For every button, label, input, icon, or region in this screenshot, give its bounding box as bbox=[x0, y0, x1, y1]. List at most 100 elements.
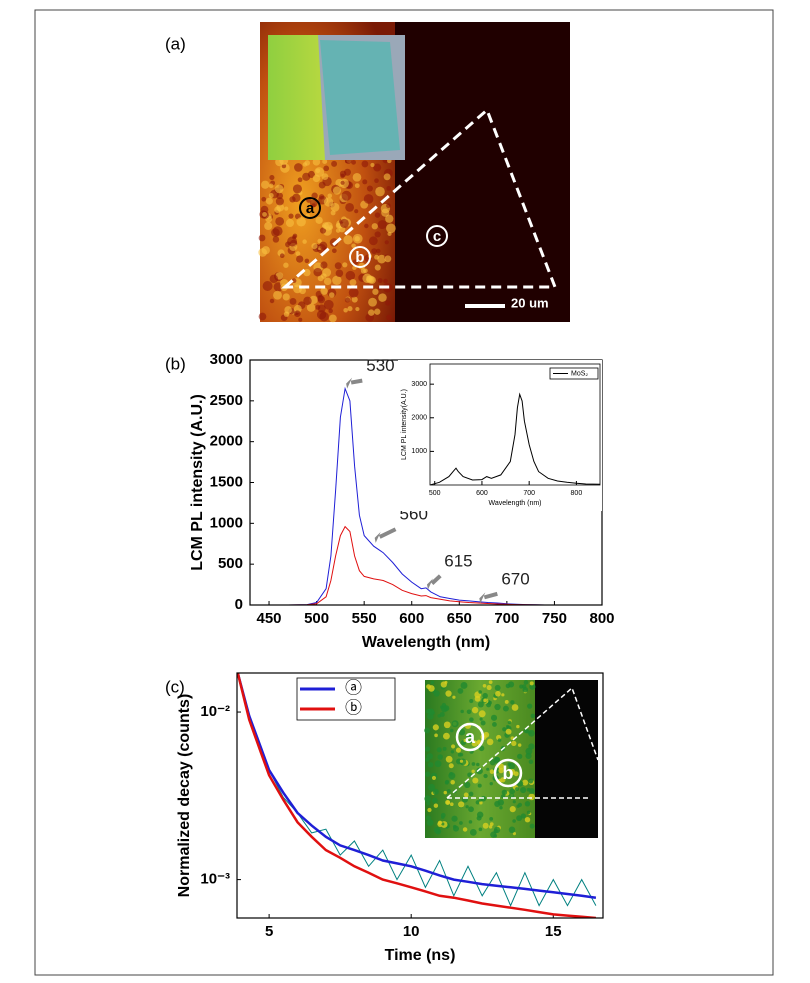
texture bbox=[529, 681, 534, 686]
texture bbox=[468, 806, 474, 813]
texture bbox=[354, 183, 360, 189]
region-label: c bbox=[433, 228, 441, 245]
texture bbox=[275, 216, 285, 226]
texture bbox=[287, 236, 298, 247]
texture bbox=[476, 815, 482, 821]
texture bbox=[459, 821, 463, 825]
texture bbox=[377, 278, 383, 283]
texture bbox=[345, 202, 355, 212]
texture bbox=[528, 743, 535, 750]
texture bbox=[479, 801, 483, 805]
texture bbox=[371, 248, 377, 254]
texture bbox=[489, 816, 494, 821]
texture bbox=[480, 720, 486, 726]
texture bbox=[446, 789, 451, 794]
texture bbox=[289, 196, 296, 203]
texture bbox=[508, 768, 516, 776]
texture bbox=[460, 709, 464, 714]
texture bbox=[269, 298, 275, 304]
texture bbox=[363, 268, 368, 274]
texture bbox=[344, 297, 351, 303]
texture bbox=[507, 720, 512, 725]
region-label: b bbox=[355, 249, 364, 266]
x-tick-label: 650 bbox=[447, 610, 472, 627]
texture bbox=[323, 197, 334, 207]
texture bbox=[444, 780, 449, 785]
panel-label: (b) bbox=[165, 354, 186, 373]
texture bbox=[509, 793, 515, 799]
x-tick-label: 700 bbox=[523, 490, 535, 497]
texture bbox=[332, 186, 342, 195]
texture bbox=[271, 228, 280, 237]
texture bbox=[370, 162, 375, 168]
x-tick-label: 600 bbox=[399, 610, 424, 627]
annotation-arrowhead bbox=[427, 578, 433, 590]
texture bbox=[448, 763, 454, 769]
texture bbox=[451, 720, 459, 728]
texture bbox=[434, 760, 442, 768]
data-line bbox=[250, 386, 545, 605]
texture bbox=[331, 160, 338, 167]
texture bbox=[528, 759, 534, 765]
texture bbox=[378, 293, 387, 302]
annotation-arrowhead bbox=[346, 377, 353, 389]
texture bbox=[470, 733, 474, 738]
texture bbox=[478, 710, 486, 718]
texture bbox=[296, 255, 304, 263]
y-tick-label: 3000 bbox=[210, 351, 243, 368]
texture bbox=[528, 788, 535, 794]
texture bbox=[349, 278, 357, 286]
texture bbox=[261, 196, 267, 202]
texture bbox=[498, 763, 505, 770]
texture bbox=[304, 258, 310, 264]
texture bbox=[284, 306, 292, 314]
texture bbox=[373, 163, 382, 172]
texture bbox=[304, 160, 311, 166]
texture bbox=[512, 832, 516, 836]
x-tick-label: 550 bbox=[352, 610, 377, 627]
texture bbox=[475, 800, 480, 805]
texture bbox=[354, 209, 359, 214]
y-tick-label: 500 bbox=[218, 555, 243, 572]
texture bbox=[462, 827, 468, 832]
image-c bbox=[424, 680, 599, 838]
texture bbox=[297, 177, 303, 183]
texture bbox=[526, 810, 531, 815]
data-line bbox=[250, 525, 545, 605]
texture bbox=[319, 311, 329, 322]
texture bbox=[320, 287, 328, 295]
texture bbox=[494, 684, 501, 691]
texture bbox=[479, 717, 483, 721]
texture bbox=[467, 772, 472, 778]
texture bbox=[520, 813, 526, 819]
texture bbox=[339, 218, 349, 228]
texture bbox=[433, 803, 439, 808]
texture bbox=[330, 202, 340, 212]
texture bbox=[315, 216, 323, 224]
x-tick-label: 750 bbox=[542, 610, 567, 627]
texture bbox=[294, 310, 301, 318]
texture bbox=[274, 184, 284, 194]
texture bbox=[295, 251, 301, 257]
texture bbox=[512, 819, 516, 823]
texture bbox=[317, 304, 326, 313]
texture bbox=[511, 740, 517, 747]
texture bbox=[335, 269, 344, 278]
texture bbox=[341, 190, 352, 201]
y-tick-label: 1000 bbox=[210, 514, 243, 531]
texture bbox=[322, 222, 329, 230]
texture bbox=[362, 179, 368, 185]
texture bbox=[452, 695, 456, 699]
texture bbox=[457, 688, 464, 694]
texture bbox=[318, 194, 325, 200]
legend-box bbox=[296, 677, 396, 721]
texture bbox=[451, 815, 458, 822]
data-line bbox=[237, 673, 597, 918]
texture bbox=[364, 223, 369, 229]
texture bbox=[298, 317, 303, 322]
texture bbox=[345, 270, 356, 281]
texture bbox=[368, 309, 375, 316]
inset-bg bbox=[398, 360, 602, 511]
x-tick-label: 700 bbox=[494, 610, 519, 627]
